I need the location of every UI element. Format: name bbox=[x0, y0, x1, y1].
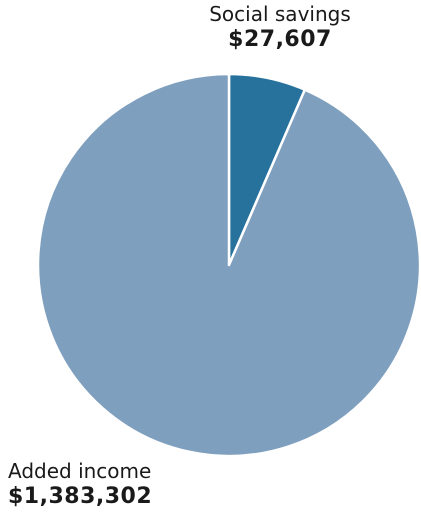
slice-value-social-savings: $27,607 bbox=[228, 27, 332, 52]
slice-label-added-income: Added income $1,383,302 bbox=[8, 459, 152, 511]
pie-slices bbox=[36, 72, 421, 458]
slice-name-added-income: Added income bbox=[8, 459, 152, 483]
slice-name-social-savings: Social savings bbox=[209, 2, 351, 26]
pie-slice-added-income bbox=[36, 72, 421, 458]
slice-label-social-savings: Social savings $27,607 bbox=[188, 2, 372, 54]
slice-value-added-income: $1,383,302 bbox=[8, 484, 153, 509]
